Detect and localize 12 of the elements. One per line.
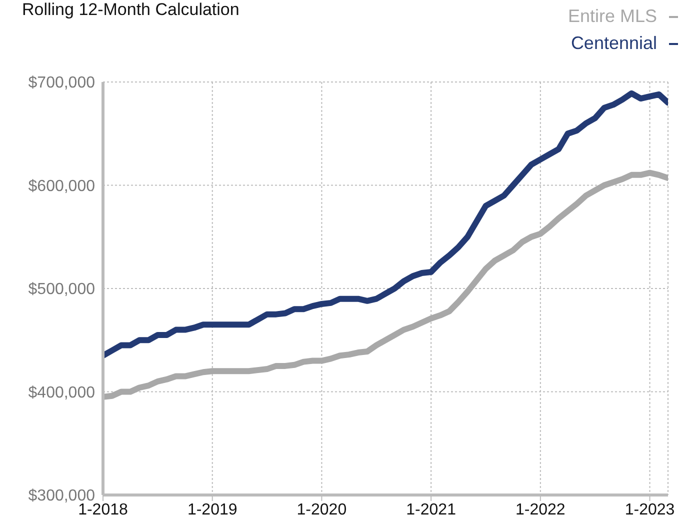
x-tick-label: 1-2022 xyxy=(516,501,566,518)
x-tick-label: 1-2021 xyxy=(406,501,456,518)
y-tick-label: $500,000 xyxy=(28,281,96,298)
x-tick-label: 1-2020 xyxy=(296,501,347,518)
x-tick-label: 1-2023 xyxy=(624,501,675,518)
y-tick-label: $700,000 xyxy=(28,74,96,92)
y-tick-label: $600,000 xyxy=(28,178,96,195)
legend-label: Centennial xyxy=(570,33,657,54)
x-tick-label: 1-2019 xyxy=(187,501,238,518)
chart-title: Rolling 12-Month Calculation xyxy=(22,0,240,20)
y-tick-label: $400,000 xyxy=(28,384,96,402)
legend-label: Entire MLS xyxy=(568,6,657,27)
